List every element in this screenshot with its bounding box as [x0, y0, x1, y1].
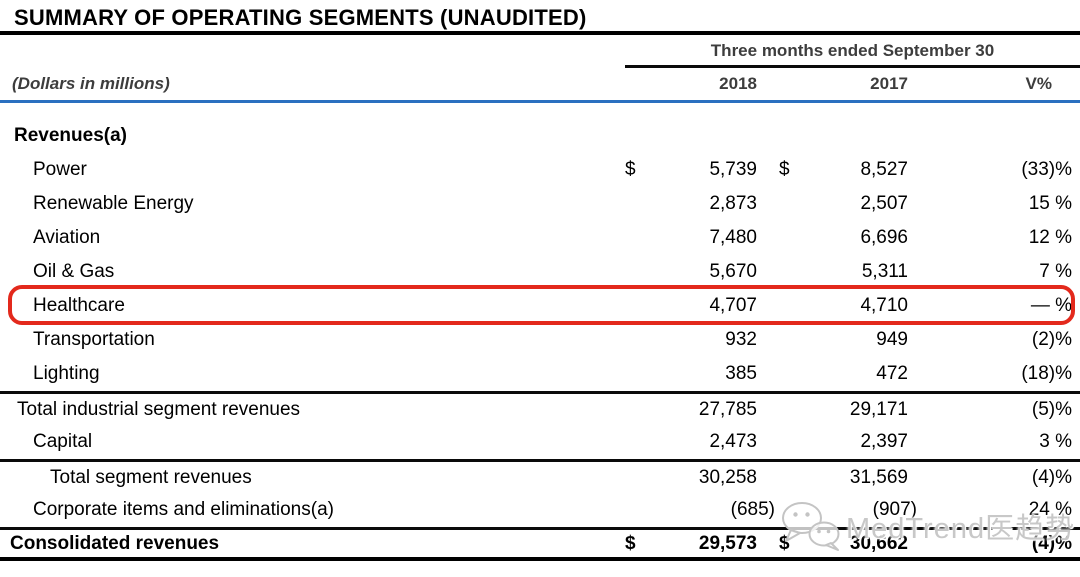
table-row: Oil & Gas 5,670 5,311 7 % [0, 255, 1080, 289]
table-row: Aviation 7,480 6,696 12 % [0, 221, 1080, 255]
value-2017: 30,662 [849, 532, 908, 554]
value-2017: 6,696 [860, 227, 908, 248]
value-2017: 949 [876, 329, 908, 350]
table-row: Total industrial segment revenues 27,785… [0, 391, 1080, 425]
col-header-2017: 2017 [870, 74, 908, 93]
table-header: Three months ended September 30 (Dollars… [0, 35, 1080, 103]
period-header-label: Three months ended September 30 [625, 35, 1080, 68]
column-header-row: (Dollars in millions) 2018 2017 V% [0, 68, 1080, 100]
value-vpct: 24 % [1028, 499, 1072, 520]
value-vpct: 7 % [1039, 261, 1072, 282]
value-2018: 2,473 [709, 431, 757, 452]
unit-note: (Dollars in millions) [12, 74, 170, 93]
dollar-sign-2018: $ [625, 159, 636, 180]
row-label: Corporate items and eliminations(a) [33, 499, 334, 520]
segments-table: Revenues(a) Power $ 5,739 $ 8,527 (33)% … [0, 103, 1080, 561]
table-row: Lighting 385 472 (18)% [0, 357, 1080, 391]
row-label: Renewable Energy [33, 193, 194, 214]
value-2017: 8,527 [860, 159, 908, 180]
row-label: Healthcare [33, 295, 125, 316]
dollar-sign-2017: $ [779, 159, 790, 180]
value-2018: 5,739 [709, 159, 757, 180]
row-label: Power [33, 159, 87, 180]
value-vpct: (5)% [1031, 398, 1072, 420]
value-vpct: — % [1030, 295, 1072, 316]
value-vpct: 12 % [1028, 227, 1072, 248]
value-vpct: 15 % [1028, 193, 1072, 214]
dollar-sign-2017: $ [779, 532, 790, 554]
page-title: SUMMARY OF OPERATING SEGMENTS (UNAUDITED… [0, 0, 1080, 35]
value-2017: 2,397 [860, 431, 908, 452]
value-vpct: 3 % [1039, 431, 1072, 452]
value-2018: 29,573 [698, 532, 757, 554]
row-label: Aviation [33, 227, 101, 248]
value-2017: 4,710 [860, 295, 908, 316]
dollar-sign-2018: $ [625, 532, 636, 554]
value-vpct: (4)% [1031, 532, 1072, 554]
period-header-spacer [0, 35, 625, 68]
value-vpct: (18)% [1021, 363, 1072, 384]
value-2018: 932 [725, 329, 757, 350]
table-row: Renewable Energy 2,873 2,507 15 % [0, 187, 1080, 221]
value-2018: (685) [730, 499, 775, 520]
value-2018: 4,707 [709, 295, 757, 316]
value-2017: 472 [876, 363, 908, 384]
value-vpct: (4)% [1031, 466, 1072, 488]
value-2018: 7,480 [709, 227, 757, 248]
table-row: Revenues(a) [0, 119, 1080, 153]
row-label: Oil & Gas [33, 261, 115, 282]
table-row: Capital 2,473 2,397 3 % [0, 425, 1080, 459]
value-2018: 2,873 [709, 193, 757, 214]
row-label: Lighting [33, 363, 100, 384]
col-header-vpct: V% [1025, 74, 1052, 93]
table-row: Transportation 932 949 (2)% [0, 323, 1080, 357]
value-2017: (907) [872, 499, 917, 520]
value-2018: 5,670 [709, 261, 757, 282]
value-2017: 2,507 [860, 193, 908, 214]
table-row: Corporate items and eliminations(a) (685… [0, 493, 1080, 527]
period-header-row: Three months ended September 30 [0, 35, 1080, 68]
row-label: Total industrial segment revenues [17, 398, 301, 420]
row-label: Total segment revenues [50, 466, 252, 488]
value-2018: 385 [725, 363, 757, 384]
value-2017: 31,569 [849, 466, 908, 488]
value-vpct: (33)% [1021, 159, 1072, 180]
value-2018: 27,785 [698, 398, 757, 420]
table-row: Consolidated revenues $ 29,573 $ 30,662 … [0, 527, 1080, 561]
table-row: Total segment revenues 30,258 31,569 (4)… [0, 459, 1080, 493]
row-label: Transportation [33, 329, 155, 350]
table-row: Healthcare 4,707 4,710 — % [0, 285, 1080, 325]
value-2018: 30,258 [698, 466, 757, 488]
value-2017: 29,171 [849, 398, 908, 420]
table-row: Power $ 5,739 $ 8,527 (33)% [0, 153, 1080, 187]
row-label: Capital [33, 431, 93, 452]
value-2017: 5,311 [861, 261, 908, 282]
value-vpct: (2)% [1031, 329, 1072, 350]
row-label: Revenues(a) [14, 125, 127, 146]
row-label: Consolidated revenues [10, 532, 220, 554]
col-header-2018: 2018 [719, 74, 757, 93]
